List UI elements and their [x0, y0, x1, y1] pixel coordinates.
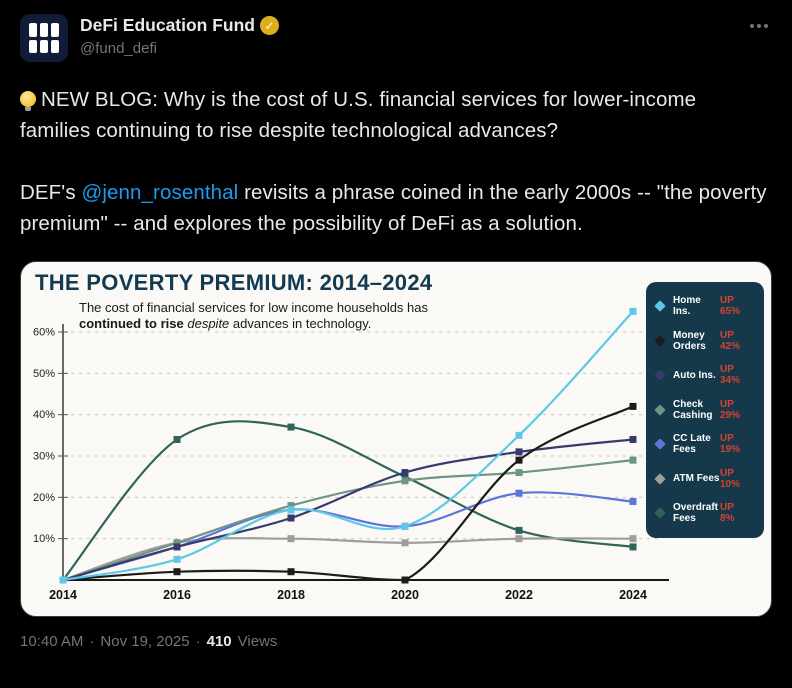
legend-diamond-icon [654, 473, 666, 485]
legend-item: ATM Fees UP 10% [654, 462, 756, 497]
tweet-paragraph-1: NEW BLOG: Why is the cost of U.S. financ… [20, 84, 772, 146]
author-handle[interactable]: @fund_defi [80, 40, 157, 57]
legend-label: Money Orders [673, 329, 706, 352]
gold-verified-badge-icon: ✓ [260, 16, 279, 35]
tweet-paragraph-2: DEF's @jenn_rosenthal revisits a phrase … [20, 177, 772, 239]
separator-dot: · [89, 633, 95, 650]
y-gridlines [63, 331, 661, 540]
mention-link[interactable]: @jenn_rosenthal [81, 181, 239, 204]
tweet-paragraph-1-text: NEW BLOG: Why is the cost of U.S. financ… [20, 88, 697, 142]
legend-up-value: UP 34% [720, 364, 741, 387]
avatar-logo-block [40, 23, 48, 37]
svg-text:2016: 2016 [163, 588, 191, 602]
svg-text:10%: 10% [33, 533, 55, 545]
y-axis: 10% 20% 30% 40% 50% 60% [33, 327, 68, 545]
svg-text:2018: 2018 [277, 588, 305, 602]
legend-label: ATM Fees [673, 473, 720, 485]
legend-item: Check Cashing UP 29% [654, 393, 756, 428]
svg-text:50%: 50% [33, 368, 55, 380]
legend-label: Overdraft Fees [673, 502, 719, 525]
svg-text:20%: 20% [33, 492, 55, 504]
views-count: 410 [206, 633, 232, 650]
series-overdraft-fees [59, 420, 637, 584]
legend-diamond-icon [654, 438, 666, 450]
legend-diamond-icon [654, 507, 666, 519]
legend-up-value: UP 29% [720, 398, 741, 421]
svg-text:2020: 2020 [391, 588, 419, 602]
avatar-logo-block [40, 39, 48, 53]
tweet-image[interactable]: 10% 20% 30% 40% 50% 60% 2014 2016 2018 2020 2022 20… [20, 261, 772, 617]
svg-text:2022: 2022 [505, 588, 533, 602]
legend-diamond-icon [654, 369, 666, 381]
series-home-ins [59, 307, 637, 584]
more-options-icon[interactable] [746, 20, 772, 32]
svg-text:2024: 2024 [619, 588, 647, 602]
tweet-header: DeFi Education Fund ✓ @fund_defi [20, 14, 772, 62]
x-axis: 2014 2016 2018 2020 2022 2024 [49, 588, 647, 602]
legend-up-value: UP 65% [720, 295, 741, 318]
svg-text:2014: 2014 [49, 588, 77, 602]
timestamp-date: Nov 19, 2025 [100, 633, 190, 650]
legend-up-value: UP 42% [720, 329, 741, 352]
tweet-text: NEW BLOG: Why is the cost of U.S. financ… [20, 84, 772, 239]
legend-diamond-icon [654, 300, 666, 312]
legend-item: Auto Ins. UP 34% [654, 358, 756, 393]
avatar-logo-block [51, 39, 59, 53]
svg-text:60%: 60% [33, 327, 55, 339]
avatar-logo-block [51, 23, 59, 37]
avatar-logo-block [29, 23, 37, 37]
poverty-premium-chart: 10%20%30%40%50%60%2014 2016 2018 2020 2022 20… [33, 307, 669, 602]
legend-item: Home Ins. UP 65% [654, 289, 756, 324]
svg-text:30%: 30% [33, 451, 55, 463]
chart-subtitle: The cost of financial services for low i… [79, 300, 429, 331]
legend-label: Check Cashing [673, 398, 713, 421]
series-auto-ins [59, 435, 637, 584]
legend-diamond-icon [654, 404, 666, 416]
legend-up-value: UP 10% [720, 467, 741, 490]
avatar-logo-block [29, 39, 37, 53]
tweet-footer: 10:40 AM · Nov 19, 2025 · 410 Views [20, 633, 772, 650]
legend-item: CC Late Fees UP 19% [654, 427, 756, 462]
avatar[interactable] [20, 14, 68, 62]
legend-up-value: UP 19% [720, 433, 741, 456]
light-bulb-emoji [20, 91, 36, 111]
legend-label: CC Late Fees [673, 433, 711, 456]
legend-item: Overdraft Fees UP 8% [654, 496, 756, 531]
tweet-paragraph-2-suffix: revisits a phrase coined in the early 20… [20, 181, 767, 235]
legend-label: Home Ins. [673, 295, 701, 318]
separator-dot: · [195, 633, 201, 650]
views-label: Views [237, 633, 278, 650]
legend-item: Money Orders UP 42% [654, 324, 756, 359]
legend-diamond-icon [654, 335, 666, 347]
tweet: DeFi Education Fund ✓ @fund_defi NEW BLO… [20, 14, 772, 650]
chart-title: THE POVERTY PREMIUM: 2014–2024 [35, 270, 433, 295]
legend-up-value: UP 8% [720, 502, 735, 525]
chart-legend: Home Ins. UP 65% Money Orders UP 42% Auto Ins.… [646, 282, 764, 538]
timestamp-time: 10:40 AM [20, 633, 84, 650]
author-name[interactable]: DeFi Education Fund [80, 15, 255, 35]
legend-label: Auto Ins. [673, 369, 716, 381]
author-block: DeFi Education Fund ✓ @fund_defi [80, 14, 279, 62]
tweet-paragraph-2-prefix: DEF's [20, 181, 82, 204]
svg-text:40%: 40% [33, 409, 55, 421]
